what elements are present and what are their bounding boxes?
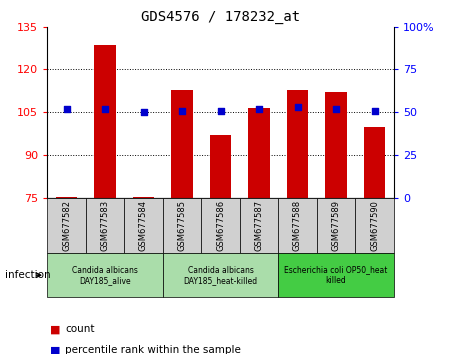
- Text: count: count: [65, 324, 95, 334]
- Text: percentile rank within the sample: percentile rank within the sample: [65, 346, 241, 354]
- Text: GSM677583: GSM677583: [100, 200, 109, 251]
- Text: GSM677586: GSM677586: [216, 200, 225, 251]
- Text: Candida albicans
DAY185_alive: Candida albicans DAY185_alive: [72, 266, 138, 285]
- Bar: [240, 198, 278, 253]
- Bar: [86, 198, 124, 253]
- Bar: [364, 127, 385, 198]
- Point: [333, 106, 340, 112]
- Bar: [317, 198, 355, 253]
- Bar: [133, 197, 154, 198]
- Point: [371, 108, 378, 114]
- Text: GSM677588: GSM677588: [293, 200, 302, 251]
- Bar: [56, 197, 77, 198]
- Point: [140, 110, 147, 115]
- Bar: [325, 92, 346, 198]
- Text: infection: infection: [4, 270, 50, 280]
- Bar: [47, 198, 86, 253]
- Point: [63, 106, 70, 112]
- Text: GSM677585: GSM677585: [177, 200, 186, 251]
- Bar: [47, 253, 163, 297]
- Bar: [248, 108, 270, 198]
- Bar: [355, 198, 394, 253]
- Bar: [94, 45, 116, 198]
- Text: GSM677584: GSM677584: [139, 200, 148, 251]
- Bar: [278, 253, 394, 297]
- Text: GSM677587: GSM677587: [255, 200, 264, 251]
- Bar: [210, 135, 231, 198]
- Text: GSM677590: GSM677590: [370, 200, 379, 251]
- Bar: [287, 90, 308, 198]
- Point: [256, 106, 263, 112]
- Text: Candida albicans
DAY185_heat-killed: Candida albicans DAY185_heat-killed: [184, 266, 257, 285]
- Text: ■: ■: [50, 324, 60, 334]
- Title: GDS4576 / 178232_at: GDS4576 / 178232_at: [141, 10, 300, 24]
- Bar: [171, 90, 193, 198]
- Bar: [163, 198, 201, 253]
- Point: [294, 104, 301, 110]
- Text: ■: ■: [50, 346, 60, 354]
- Bar: [163, 253, 278, 297]
- Bar: [201, 198, 240, 253]
- Bar: [124, 198, 163, 253]
- Text: GSM677582: GSM677582: [62, 200, 71, 251]
- Text: Escherichia coli OP50_heat
killed: Escherichia coli OP50_heat killed: [284, 266, 388, 285]
- Bar: [278, 198, 317, 253]
- Point: [101, 106, 108, 112]
- Text: GSM677589: GSM677589: [332, 200, 341, 251]
- Point: [217, 108, 224, 114]
- Point: [178, 108, 185, 114]
